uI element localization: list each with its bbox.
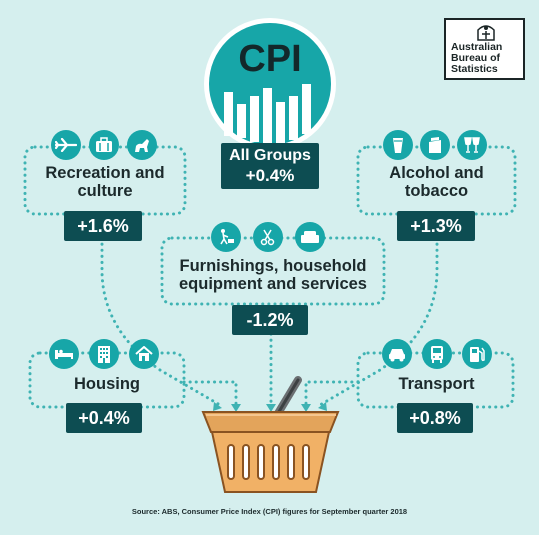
- recreation-title-line2: culture: [77, 182, 133, 200]
- abs-logo-line1: Australian: [451, 41, 503, 53]
- cpi-circle: [204, 18, 336, 150]
- abs-logo: Australian Bureau of Statistics: [444, 18, 525, 80]
- all-groups-label: All Groups: [229, 147, 311, 164]
- recreation-value: +1.6%: [64, 211, 142, 241]
- recreation-connector: [100, 236, 222, 407]
- scissors-comb-icon: [253, 222, 283, 252]
- transport-connector: [304, 380, 360, 407]
- cigarette-pack-icon: [420, 130, 450, 160]
- shopping-basket: [201, 376, 340, 493]
- furnishings-title-line2: equipment and services: [179, 275, 367, 293]
- wine-glasses-icon: [457, 130, 487, 160]
- housing-value: +0.4%: [66, 403, 142, 433]
- alcohol-title: Alcohol and tobacco: [366, 164, 507, 200]
- transport-value: +0.8%: [397, 403, 473, 433]
- source-note: Source: ABS, Consumer Price Index (CPI) …: [131, 507, 408, 516]
- furnishings-title: Furnishings, household equipment and ser…: [166, 257, 380, 293]
- cpi-logo-text: CPI: [238, 38, 302, 80]
- alcohol-title-line1: Alcohol and: [389, 164, 484, 182]
- alcohol-title-line2: tobacco: [404, 182, 469, 200]
- all-groups-badge: All Groups +0.4%: [221, 143, 319, 189]
- lawn-mower-icon: [211, 222, 241, 252]
- housing-connector: [182, 380, 238, 407]
- furnishings-value: -1.2%: [232, 305, 308, 335]
- coat-of-arms-icon: [477, 25, 495, 41]
- recreation-title: Recreation and culture: [32, 164, 178, 200]
- bus-icon: [422, 339, 452, 369]
- apartment-icon: [89, 339, 119, 369]
- beer-glass-icon: [383, 130, 413, 160]
- furnishings-title-line1: Furnishings, household: [179, 257, 367, 275]
- armchair-icon: [295, 222, 325, 252]
- dog-icon: [127, 130, 157, 160]
- furnishings-box-outline: [160, 236, 386, 306]
- abs-logo-line3: Statistics: [451, 63, 498, 75]
- all-groups-value: +0.4%: [245, 166, 295, 185]
- plane-icon: [51, 130, 81, 160]
- housing-title: Housing: [74, 375, 140, 393]
- car-icon: [382, 339, 412, 369]
- abs-logo-line2: Bureau of: [451, 52, 501, 64]
- suitcase-icon: [89, 130, 119, 160]
- alcohol-value: +1.3%: [397, 211, 475, 241]
- recreation-title-line1: Recreation and: [45, 164, 165, 182]
- transport-title: Transport: [398, 375, 475, 393]
- fuel-pump-icon: [462, 339, 492, 369]
- bed-icon: [49, 339, 79, 369]
- house-icon: [129, 339, 159, 369]
